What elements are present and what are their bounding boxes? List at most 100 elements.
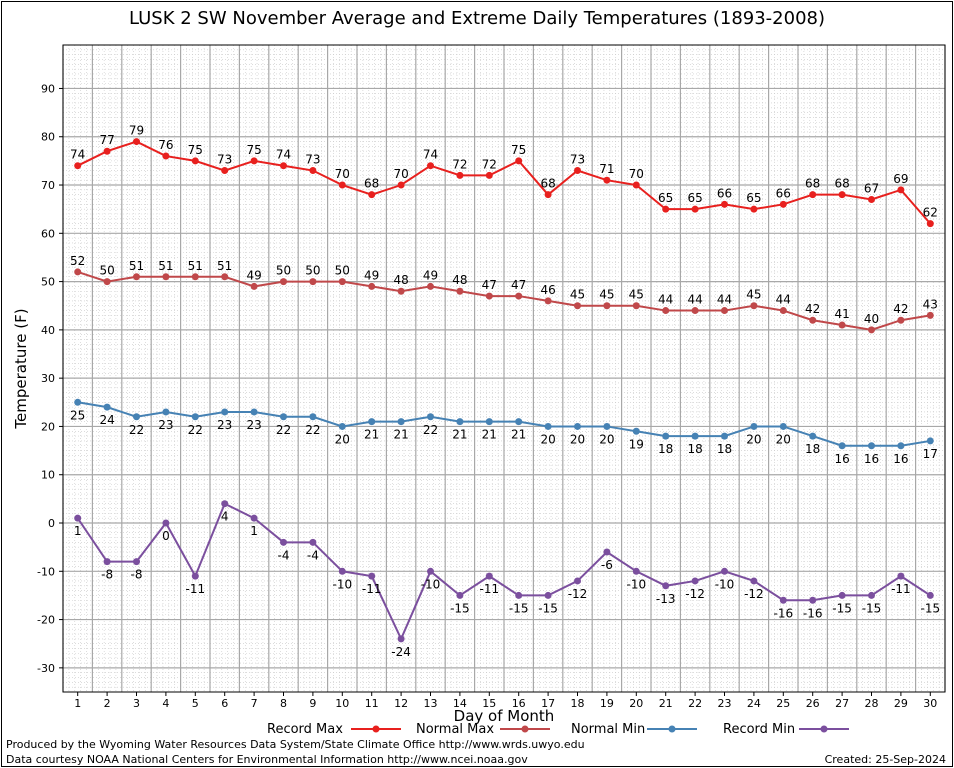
data-point [632,427,640,435]
data-label: 42 [805,302,820,316]
data-point [662,307,670,315]
data-label: -8 [101,568,113,582]
x-tick-label: 13 [424,697,438,710]
data-label: 20 [599,432,614,446]
data-label: 40 [864,312,879,326]
data-label: 47 [482,278,497,292]
y-tick-label: -30 [37,662,55,675]
data-point [779,422,787,430]
y-tick-label: 40 [41,324,55,337]
data-point [191,273,199,281]
data-label: -15 [920,601,940,615]
data-label: 72 [452,157,467,171]
data-label: 65 [746,191,761,205]
data-point [897,572,905,580]
data-point [133,413,140,421]
data-label: 51 [188,259,203,273]
data-point [103,278,111,286]
data-point [280,278,287,286]
data-point [721,567,728,575]
data-point [750,577,758,585]
data-point [456,591,464,599]
data-label: 44 [658,293,673,307]
data-point [221,500,229,508]
data-point [868,591,875,599]
data-point [309,538,317,546]
x-tick-label: 14 [453,697,467,710]
data-point [485,418,493,426]
x-tick-label: 5 [192,697,199,710]
data-label: 44 [687,293,702,307]
x-tick-label: 18 [571,697,585,710]
data-label: 70 [335,167,350,181]
data-point [338,278,346,286]
data-label: -6 [601,558,613,572]
produced-by-note: Produced by the Wyoming Water Resources … [6,738,585,751]
data-label: -4 [307,548,319,562]
data-label: -15 [832,601,852,615]
x-tick-label: 1 [74,697,81,710]
data-point [926,220,934,228]
legend-label: Normal Max [416,722,494,737]
data-point [427,567,434,575]
data-label: 17 [923,447,938,461]
data-point [691,205,699,213]
data-label: -15 [862,601,882,615]
data-label: 73 [217,153,232,167]
data-label: 46 [540,283,555,297]
data-label: -15 [538,601,558,615]
data-label: 43 [923,297,938,311]
data-courtesy-note: Data courtesy NOAA National Centers for … [6,753,528,766]
data-label: -13 [656,592,676,606]
x-tick-label: 21 [659,697,673,710]
data-label: -11 [362,582,382,596]
data-label: 49 [423,268,438,282]
data-point [338,422,346,430]
data-point [103,558,111,566]
data-point [809,596,817,604]
data-point [838,442,846,450]
data-label: 75 [246,143,261,157]
data-label: -10 [332,577,352,591]
data-point [750,302,758,310]
data-point [721,432,728,440]
series-line-normal-max [77,270,931,331]
y-tick-label: 50 [41,276,55,289]
data-label: 68 [364,177,379,191]
x-tick-label: 7 [251,697,258,710]
data-point [838,591,846,599]
data-point [133,138,140,146]
data-label: 0 [162,529,170,543]
data-point [250,514,258,522]
y-tick-label: 30 [41,372,55,385]
legend-swatch-marker [372,725,380,733]
x-tick-label: 2 [104,697,111,710]
data-label: 50 [335,264,350,278]
data-label: 20 [746,432,761,446]
data-point [691,307,699,315]
data-point [750,422,758,430]
data-label: -8 [131,568,143,582]
data-label: -10 [626,577,646,591]
data-point [280,162,287,170]
data-label: 51 [217,259,232,273]
data-point [397,181,405,189]
x-axis-label: Day of Month [454,707,555,725]
data-label: 71 [599,162,614,176]
data-label: 70 [629,167,644,181]
data-point [691,577,699,585]
data-point [574,577,581,585]
data-label: -12 [744,587,764,601]
data-label: -12 [685,587,705,601]
y-axis-label: Temperature (F) [12,308,30,429]
data-label: 41 [834,307,849,321]
data-point [809,432,817,440]
data-point [721,200,728,208]
x-tick-label: 16 [512,697,526,710]
data-label: 50 [305,264,320,278]
data-label: 18 [658,442,673,456]
x-tick-label: 23 [718,697,732,710]
data-point [427,282,434,290]
data-label: 52 [70,254,85,268]
data-label: 68 [805,177,820,191]
